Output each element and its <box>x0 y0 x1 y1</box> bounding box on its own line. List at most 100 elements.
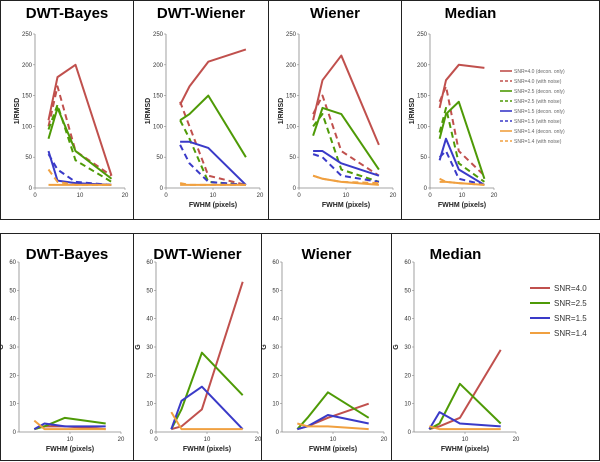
y-tick-label: 30 <box>404 345 411 351</box>
x-tick-label: 10 <box>77 193 84 199</box>
series-line-3 <box>312 113 380 183</box>
series-line-4 <box>47 150 112 186</box>
y-axis-title: G <box>135 344 142 350</box>
series-line-2 <box>33 422 106 431</box>
x-tick-label: 10 <box>330 437 337 443</box>
x-tick-label: 20 <box>513 437 520 443</box>
series-line-1 <box>428 382 502 431</box>
x-tick-label: 20 <box>122 193 129 199</box>
y-tick-label: 60 <box>146 260 153 266</box>
series-line-3 <box>179 119 246 186</box>
series-line-1 <box>34 416 106 431</box>
y-tick-label: 150 <box>286 94 297 100</box>
y-tick-label: 0 <box>160 186 164 192</box>
series-line-0 <box>47 63 113 176</box>
y-tick-label: 50 <box>420 155 427 161</box>
y-axis-title: 1/RMSD <box>145 98 152 124</box>
y-tick-label: 0 <box>424 186 428 192</box>
y-tick-label: 30 <box>9 345 16 351</box>
x-tick-label: 0 <box>154 437 158 443</box>
y-axis-title: 1/RMSD <box>14 98 21 124</box>
x-axis-title: FWHM (pixels) <box>46 446 94 453</box>
x-tick-label: 20 <box>255 437 262 443</box>
chart-4-svg: 0 10 20 30 40 50 60 10 20 G FWHM (pixels) <box>0 260 125 453</box>
y-tick-label: 200 <box>286 63 297 69</box>
series-line-2 <box>312 106 380 171</box>
legend-label-1: SNR=4.0 (with noise) <box>514 79 562 85</box>
y-axis-title: 1/RMSD <box>409 98 416 124</box>
series-line-3 <box>297 422 369 431</box>
panel-title-6: Wiener <box>301 246 352 263</box>
y-tick-label: 10 <box>404 402 411 408</box>
y-tick-label: 250 <box>417 32 428 38</box>
x-tick-label: 10 <box>343 193 350 199</box>
x-tick-label: 20 <box>390 193 397 199</box>
panel-title-0: DWT-Bayes <box>25 5 109 22</box>
series-line-0 <box>312 54 380 146</box>
y-tick-label: 250 <box>22 32 33 38</box>
panel-title-2: Wiener <box>310 5 360 22</box>
series-line-1 <box>438 85 486 177</box>
y-tick-label: 0 <box>408 430 412 436</box>
series-line-3 <box>33 419 106 431</box>
chart-6-svg: 0 10 20 30 40 50 60 10 20 G FWHM (pixels) <box>261 260 388 453</box>
legend-label-5: SNR=1.5 (with noise) <box>514 119 562 125</box>
panel-0: DWT-Bayes 0 50 100 150 200 250 0 10 20 1/RMSD <box>1 1 133 219</box>
y-tick-label: 50 <box>146 288 153 294</box>
y-tick-label: 60 <box>272 260 279 266</box>
y-tick-label: 0 <box>13 430 17 436</box>
y-tick-label: 0 <box>29 186 33 192</box>
top-row-rmsd: DWT-Bayes 0 50 100 150 200 250 0 10 20 1/RMSD DWT… <box>0 0 600 220</box>
y-tick-label: 100 <box>286 124 297 130</box>
panel-title-5: DWT-Wiener <box>153 246 242 263</box>
y-tick-label: 50 <box>156 155 163 161</box>
legend-label-3: SNR=2.5 (with noise) <box>514 99 562 105</box>
legend-label-0: SNR=4.0 (decon. only) <box>514 69 565 75</box>
panel-1: DWT-Wiener 0 50 100 150 200 250 0 10 20 1/RMSD FWH… <box>133 1 268 219</box>
panel-title-7: Median <box>429 246 482 263</box>
y-tick-label: 200 <box>417 63 428 69</box>
series-line-4 <box>438 137 485 186</box>
y-tick-label: 20 <box>272 373 279 379</box>
y-axis-title: G <box>0 344 5 350</box>
y-tick-label: 100 <box>417 124 428 130</box>
series-line-3 <box>47 103 113 183</box>
series-line-7 <box>47 168 112 186</box>
bottom-row-g: DWT-Bayes 0 10 20 30 40 50 60 10 20 G FWHM (pixels… <box>0 233 600 461</box>
x-axis-title: FWHM (pixels) <box>309 446 357 453</box>
y-tick-label: 0 <box>150 430 154 436</box>
y-tick-label: 200 <box>153 63 164 69</box>
x-tick-label: 20 <box>491 193 498 199</box>
x-tick-label: 20 <box>257 193 264 199</box>
panel-6: Wiener 0 10 20 30 40 50 60 10 20 G FWHM (pixels) <box>261 234 391 460</box>
panel-title-4: DWT-Bayes <box>25 246 109 263</box>
x-axis-title: FWHM (pixels) <box>183 446 231 453</box>
legend-label-3: SNR=1.4 <box>554 329 587 338</box>
y-tick-label: 60 <box>404 260 411 266</box>
y-tick-label: 10 <box>272 402 279 408</box>
x-axis-title: FWHM (pixels) <box>189 202 237 209</box>
x-tick-label: 10 <box>459 193 466 199</box>
x-tick-label: 0 <box>164 193 168 199</box>
chart-0-svg: 0 50 100 150 200 250 0 10 20 1/RMSD <box>14 32 129 199</box>
chart-5-svg: 0 10 20 30 40 50 60 0 10 20 G FWHM (pixels) <box>135 260 262 453</box>
x-tick-label: 0 <box>428 193 432 199</box>
series-line-5 <box>438 150 485 186</box>
x-tick-label: 10 <box>462 437 469 443</box>
y-tick-label: 20 <box>9 373 16 379</box>
series-line-2 <box>428 411 501 430</box>
y-tick-label: 150 <box>22 94 33 100</box>
y-tick-label: 60 <box>9 260 16 266</box>
y-tick-label: 250 <box>153 32 164 38</box>
legend-label-6: SNR=1.4 (decon. only) <box>514 129 565 135</box>
chart-3-svg: 0 50 100 150 200 250 0 10 20 1/RMSD FWHM (pixels) S… <box>409 32 565 209</box>
y-tick-label: 10 <box>9 402 16 408</box>
series-line-1 <box>179 101 247 186</box>
y-tick-label: 100 <box>22 124 33 130</box>
series-line-0 <box>171 281 244 431</box>
panel-3: Median 0 50 100 150 200 250 0 10 20 1/RMSD FWHM (p… <box>401 1 599 219</box>
y-axis-title: 1/RMSD <box>278 98 285 124</box>
y-tick-label: 20 <box>404 373 411 379</box>
series-line-5 <box>312 153 380 183</box>
series-line-1 <box>296 391 370 430</box>
